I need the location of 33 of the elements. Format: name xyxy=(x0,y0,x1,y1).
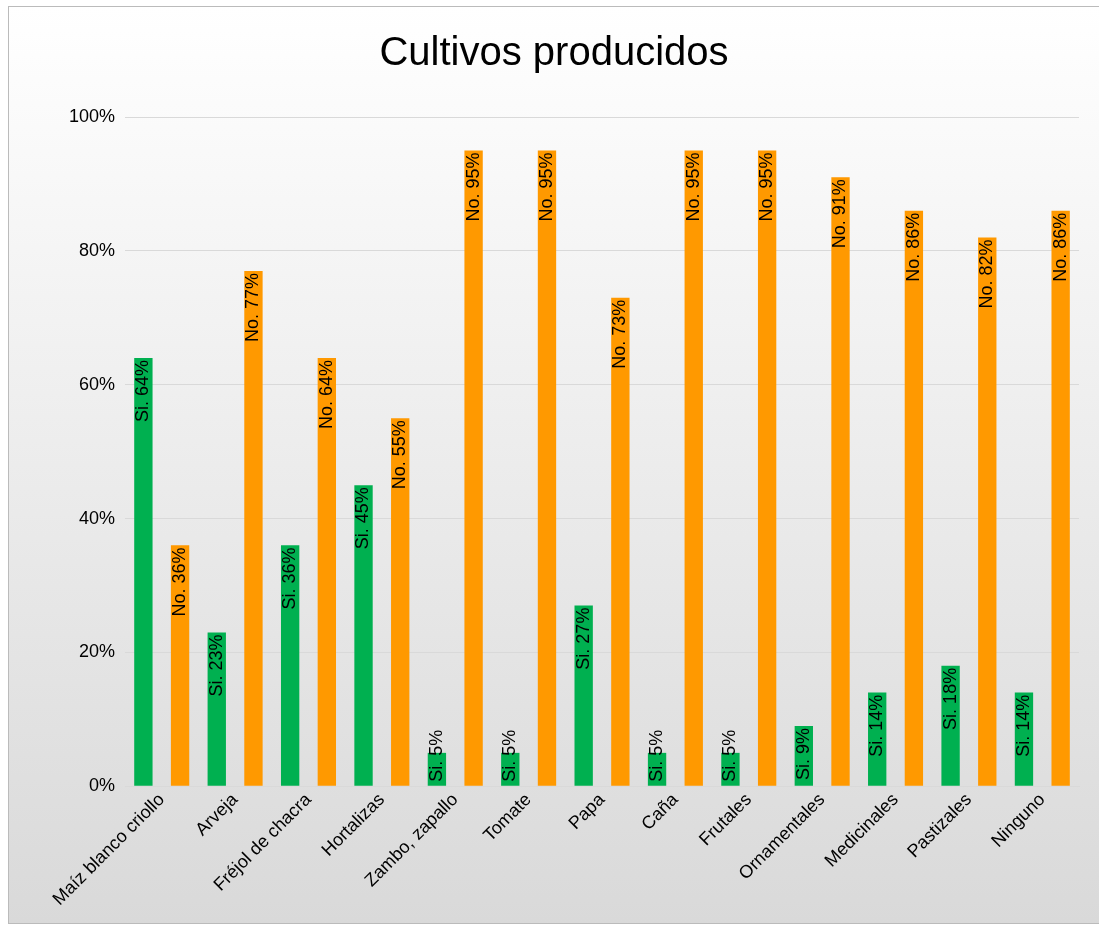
data-label: No. 77% xyxy=(242,272,263,342)
data-label: Si. 5% xyxy=(646,729,667,782)
data-label: Si. 9% xyxy=(792,728,813,781)
data-label: No. 64% xyxy=(315,359,336,429)
data-label: Si. 5% xyxy=(425,729,446,782)
data-label: Si. 5% xyxy=(499,729,520,782)
chart-title: Cultivos producidos xyxy=(378,29,730,74)
data-label: Si. 18% xyxy=(939,667,960,730)
data-label: No. 95% xyxy=(535,152,556,222)
data-label: Si. 64% xyxy=(132,359,153,422)
data-label: No. 95% xyxy=(462,152,483,222)
data-label: Si. 36% xyxy=(279,547,300,610)
data-label: No. 86% xyxy=(902,212,923,282)
data-label: Si. 14% xyxy=(1012,694,1033,757)
data-label: No. 95% xyxy=(682,152,703,222)
y-tick-label: 0% xyxy=(89,775,116,796)
y-tick-label: 60% xyxy=(79,373,116,394)
data-label: No. 91% xyxy=(829,179,850,249)
data-label: Si. 5% xyxy=(719,729,740,782)
data-label: Si. 45% xyxy=(352,487,373,550)
y-tick-label: 100% xyxy=(68,105,116,126)
data-label: No. 73% xyxy=(609,299,630,369)
data-label: No. 95% xyxy=(756,152,777,222)
data-label: No. 55% xyxy=(389,420,410,490)
data-label: No. 86% xyxy=(1049,212,1070,282)
y-tick-label: 80% xyxy=(79,239,116,260)
data-label: No. 82% xyxy=(976,239,997,309)
data-label: Si. 23% xyxy=(205,634,226,697)
y-tick-label: 40% xyxy=(79,507,116,528)
y-tick-label: 20% xyxy=(79,641,116,662)
data-label: Si. 14% xyxy=(866,694,887,757)
data-label: Si. 27% xyxy=(572,607,593,670)
data-label: No. 36% xyxy=(169,547,190,617)
